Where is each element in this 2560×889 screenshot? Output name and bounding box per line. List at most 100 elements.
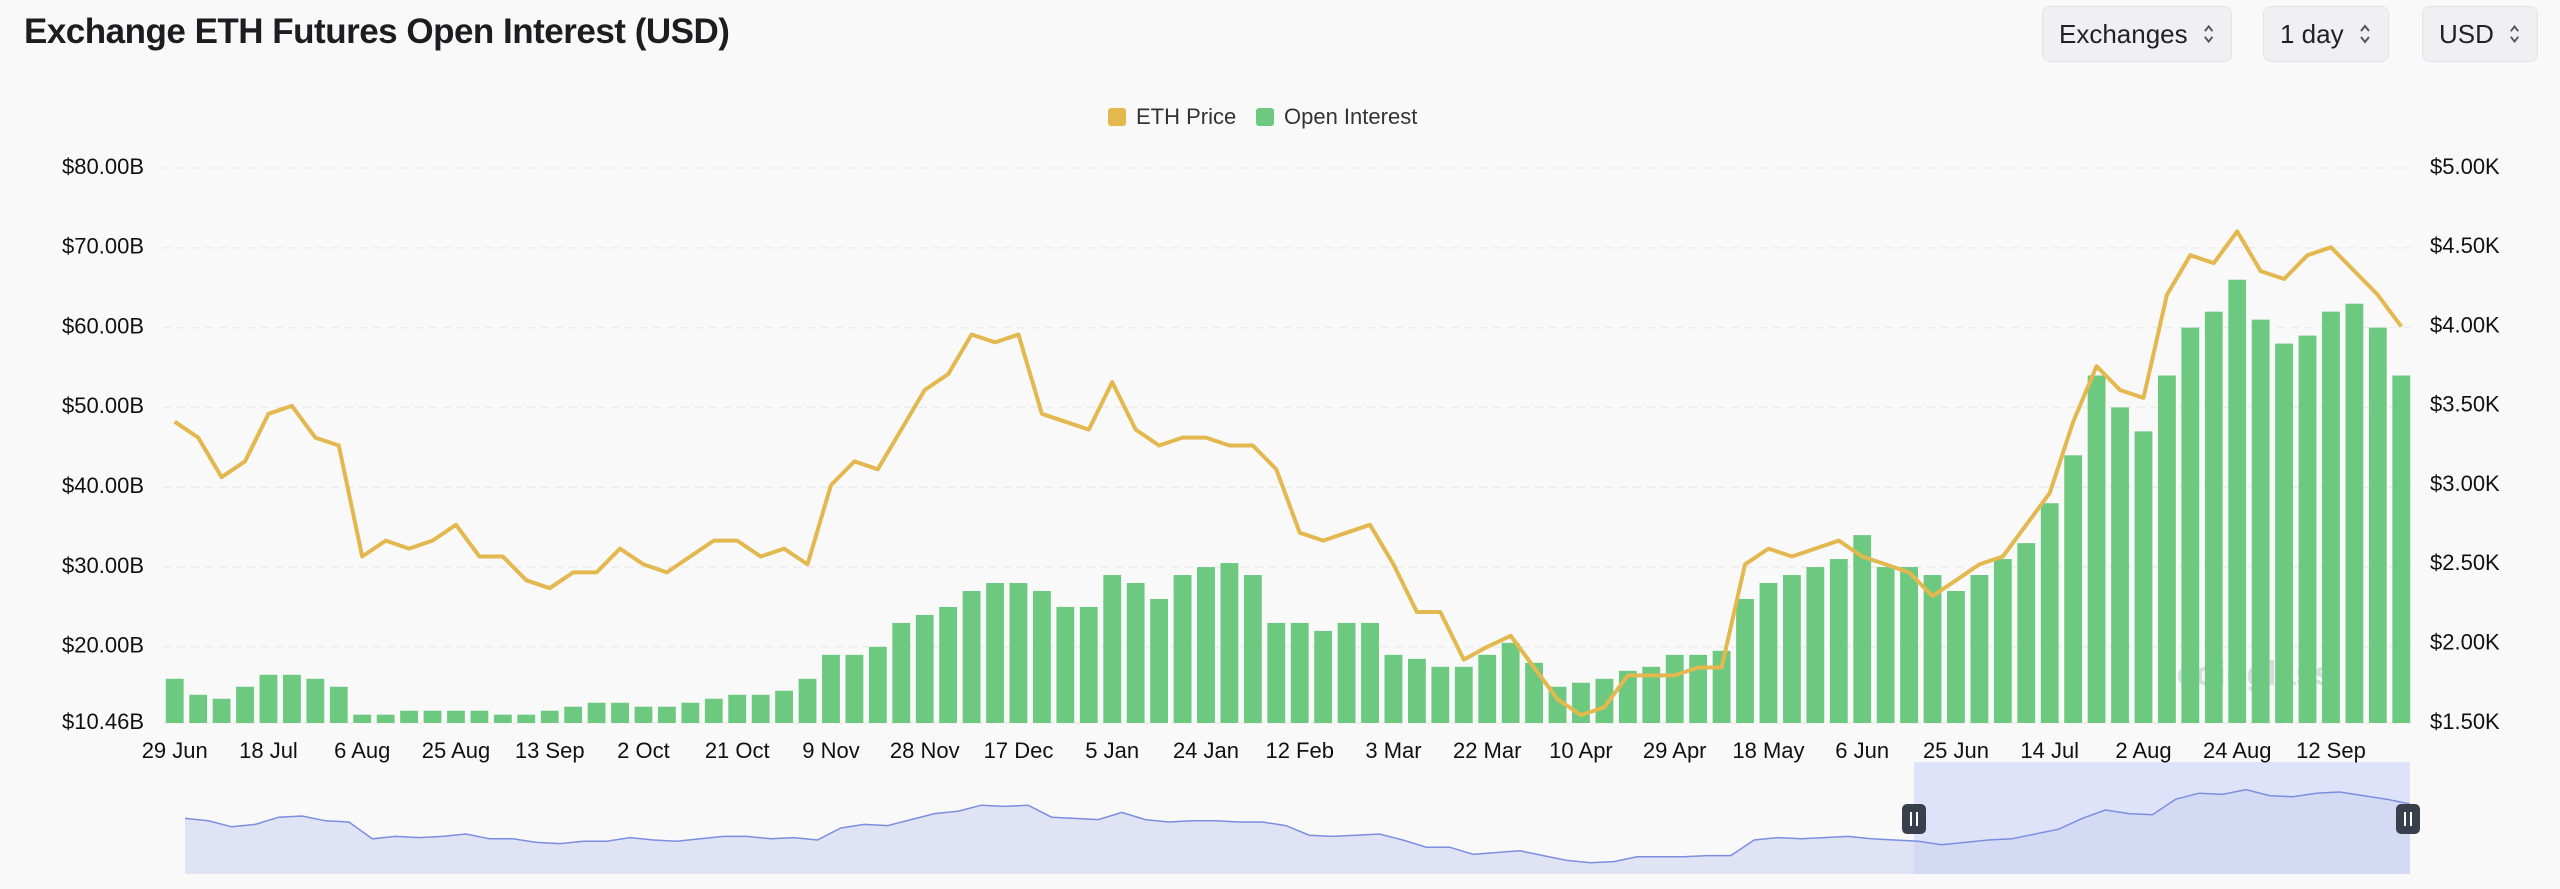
bar: [1220, 563, 1239, 723]
chevron-icon: [2509, 25, 2519, 43]
bar: [329, 686, 348, 723]
x-tick-label: 25 Aug: [422, 738, 491, 763]
bar: [1525, 662, 1543, 723]
bar: [986, 583, 1004, 723]
legend-swatch: [1256, 108, 1274, 126]
x-tick-label: 10 Apr: [1549, 738, 1613, 763]
currency-dropdown[interactable]: USD: [2422, 6, 2538, 62]
bar: [1079, 606, 1098, 723]
exchanges-dropdown[interactable]: Exchanges: [2042, 6, 2232, 62]
chevron-icon: [2203, 24, 2213, 44]
x-tick-label: 25 Jun: [1923, 738, 1989, 763]
navigator-line: [184, 788, 2411, 864]
y2-tick-label: $3.50K: [2430, 392, 2500, 417]
bar: [2064, 455, 2083, 723]
bar: [470, 710, 489, 723]
bar: [1361, 622, 1379, 723]
dropdown-label: USD: [2439, 18, 2494, 49]
legend-label: ETH Price: [1136, 104, 1236, 129]
bar: [1900, 567, 1918, 723]
bar: [212, 698, 231, 723]
bar: [634, 706, 653, 723]
bar: [353, 714, 372, 723]
bar: [1478, 654, 1497, 723]
bar: [1103, 575, 1122, 723]
interval-dropdown[interactable]: 1 day: [2263, 6, 2389, 62]
bar: [939, 606, 958, 723]
bar: [2251, 319, 2270, 723]
bar: [1876, 567, 1895, 723]
bar: [611, 702, 629, 723]
bar: [1736, 598, 1754, 723]
bar: [2275, 343, 2293, 723]
bar: [1126, 583, 1145, 723]
bar: [517, 714, 536, 723]
chevron-icon: [2359, 24, 2370, 44]
bar: [423, 710, 442, 723]
bar: [400, 710, 418, 723]
x-tick-label: 12 Sep: [2296, 738, 2366, 763]
bar: [189, 694, 208, 723]
navigator-handle[interactable]: [1902, 804, 1926, 834]
x-tick-label: 29 Jun: [142, 738, 208, 763]
bar: [306, 678, 325, 723]
bar: [2017, 543, 2036, 723]
y-tick-label: $80.00B: [62, 154, 144, 179]
bar: [493, 714, 512, 723]
bar: [822, 654, 840, 723]
bar: [1923, 575, 1942, 723]
bar: [681, 702, 700, 723]
page-title: Exchange ETH Futures Open Interest (USD): [24, 12, 730, 51]
bar: [1033, 590, 1051, 723]
bar: [892, 622, 911, 723]
bar: [915, 614, 934, 723]
bar: [962, 590, 981, 723]
x-tick-label: 18 Jul: [239, 738, 298, 763]
y-tick-label: $10.46B: [62, 709, 144, 734]
bar: [1783, 575, 1801, 723]
bar: [587, 702, 606, 723]
y-tick-label: $60.00B: [62, 313, 144, 338]
dropdown-label: Exchanges: [2059, 18, 2188, 49]
bar: [1009, 583, 1028, 723]
bar: [540, 710, 559, 723]
bar: [2087, 375, 2106, 723]
bar: [376, 714, 395, 723]
x-tick-label: 5 Jan: [1085, 738, 1139, 763]
bar: [2298, 335, 2317, 723]
price-line: [173, 229, 2403, 718]
bar: [704, 698, 723, 723]
bar: [1454, 666, 1473, 723]
bar: [1829, 559, 1848, 723]
bar: [1056, 606, 1075, 723]
bar: [283, 674, 301, 723]
x-tick-label: 13 Sep: [515, 738, 585, 763]
bar: [1431, 666, 1450, 723]
x-tick-label: 28 Nov: [890, 738, 960, 763]
bar: [2181, 327, 2200, 723]
bar: [1384, 654, 1403, 723]
y2-tick-label: $2.00K: [2430, 630, 2500, 655]
y2-tick-label: $2.50K: [2430, 550, 2500, 575]
x-tick-label: 21 Oct: [705, 738, 770, 763]
x-tick-label: 3 Mar: [1365, 738, 1421, 763]
bar: [1759, 583, 1778, 723]
navigator-handle[interactable]: [2396, 804, 2420, 834]
bar: [1314, 630, 1333, 723]
x-tick-label: 24 Aug: [2203, 738, 2272, 763]
bar: [1806, 567, 1825, 723]
bar: [845, 654, 864, 723]
y-tick-label: $50.00B: [62, 393, 144, 418]
x-tick-label: 22 Mar: [1453, 738, 1521, 763]
x-tick-label: 2 Oct: [617, 738, 670, 763]
x-tick-label: 9 Nov: [802, 738, 859, 763]
bar: [2111, 407, 2129, 723]
bar: [1642, 666, 1661, 723]
bar: [259, 674, 278, 723]
bar: [1595, 678, 1614, 723]
navigator-area: [185, 789, 2410, 874]
bar: [165, 678, 184, 723]
bar: [2392, 375, 2411, 723]
bar: [775, 690, 793, 723]
y-tick-label: $70.00B: [62, 234, 144, 259]
